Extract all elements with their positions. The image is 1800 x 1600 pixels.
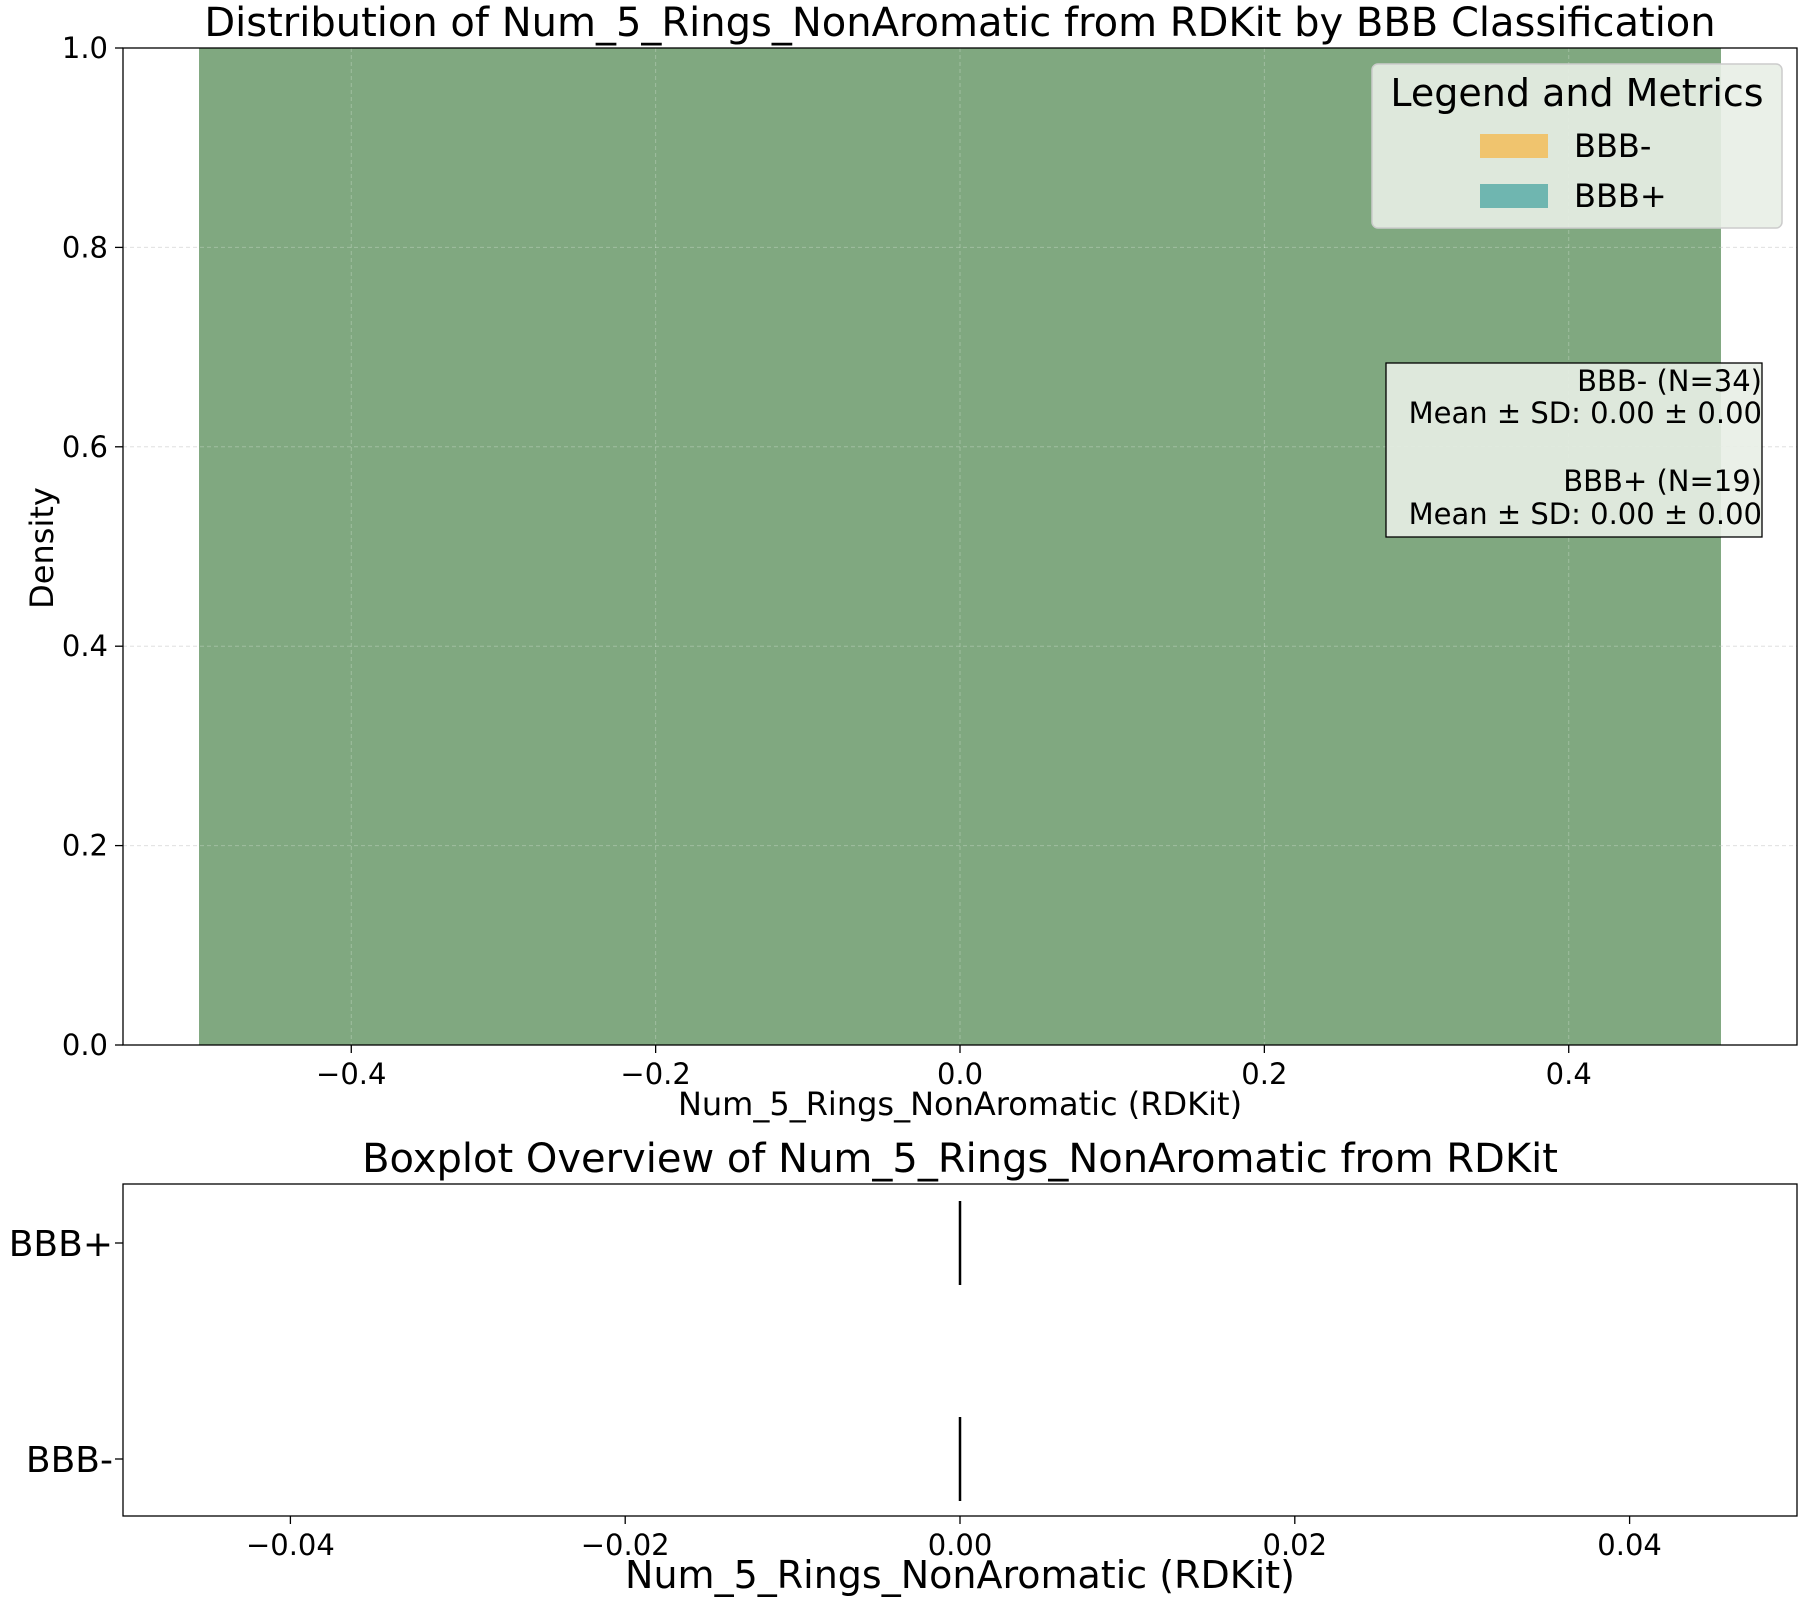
histogram-y-ticks: 0.0 0.2 0.4 0.6 0.8 1.0 [62, 31, 123, 1062]
boxplot-panel: Boxplot Overview of Num_5_Rings_NonAroma… [9, 1136, 1798, 1597]
histogram-x-tick-label: 0.2 [1241, 1057, 1287, 1091]
legend-label-bbb-plus: BBB+ [1574, 177, 1667, 215]
legend-swatch-bbb-minus [1480, 134, 1548, 158]
metrics-bbb-minus-mean-sd: Mean ± SD: 0.00 ± 0.00 [1409, 396, 1762, 430]
histogram-x-tick-label: 0.0 [937, 1057, 983, 1091]
metrics-box: BBB- (N=34) Mean ± SD: 0.00 ± 0.00 BBB+ … [1385, 362, 1763, 538]
histogram-x-tick-label: −0.2 [620, 1057, 690, 1091]
histogram-title: Distribution of Num_5_Rings_NonAromatic … [204, 0, 1715, 46]
boxplot-category-label: BBB+ [9, 1224, 113, 1265]
histogram-x-ticks: −0.4 −0.2 0.0 0.2 0.4 [316, 1045, 1592, 1091]
legend-frame [1371, 63, 1783, 229]
histogram-y-tick-label: 0.2 [62, 829, 108, 863]
histogram-y-tick-label: 0.6 [62, 430, 108, 464]
histogram-x-axis-label: Num_5_Rings_NonAromatic (RDKit) [678, 1085, 1242, 1123]
boxplot-x-tick-label: −0.04 [246, 1528, 335, 1562]
legend-label-bbb-minus: BBB- [1574, 127, 1651, 165]
boxplot-y-ticks: BBB+ BBB- [9, 1224, 123, 1481]
boxplot-x-ticks: −0.04 −0.02 0.00 0.02 0.04 [246, 1516, 1662, 1562]
boxplot-x-tick-label: 0.00 [928, 1528, 993, 1562]
histogram-y-tick-label: 0.8 [62, 230, 108, 264]
metrics-box-frame [1385, 362, 1763, 538]
histogram-y-tick-label: 1.0 [62, 31, 108, 65]
histogram-x-tick-label: 0.4 [1546, 1057, 1592, 1091]
histogram-x-tick-label: −0.4 [316, 1057, 386, 1091]
histogram-y-tick-label: 0.4 [62, 629, 108, 663]
boxplot-x-axis-label: Num_5_Rings_NonAromatic (RDKit) [625, 1553, 1295, 1597]
legend-title: Legend and Metrics [1390, 71, 1763, 115]
histogram-legend: Legend and Metrics BBB- BBB+ [1371, 63, 1783, 229]
boxplot-x-tick-label: 0.02 [1263, 1528, 1328, 1562]
boxplot-title: Boxplot Overview of Num_5_Rings_NonAroma… [362, 1136, 1558, 1182]
histogram-y-axis-label: Density [23, 487, 61, 609]
boxplot-category-label: BBB- [26, 1440, 113, 1481]
boxplot-x-tick-label: −0.02 [581, 1528, 670, 1562]
metrics-bbb-minus-count: BBB- (N=34) [1577, 364, 1762, 398]
metrics-bbb-plus-mean-sd: Mean ± SD: 0.00 ± 0.00 [1409, 497, 1762, 531]
histogram-y-tick-label: 0.0 [62, 1028, 108, 1062]
legend-swatch-bbb-plus [1480, 184, 1548, 208]
boxplot-x-tick-label: 0.04 [1597, 1528, 1662, 1562]
histogram-panel: Distribution of Num_5_Rings_NonAromatic … [23, 0, 1798, 1123]
metrics-bbb-plus-count: BBB+ (N=19) [1563, 464, 1762, 498]
